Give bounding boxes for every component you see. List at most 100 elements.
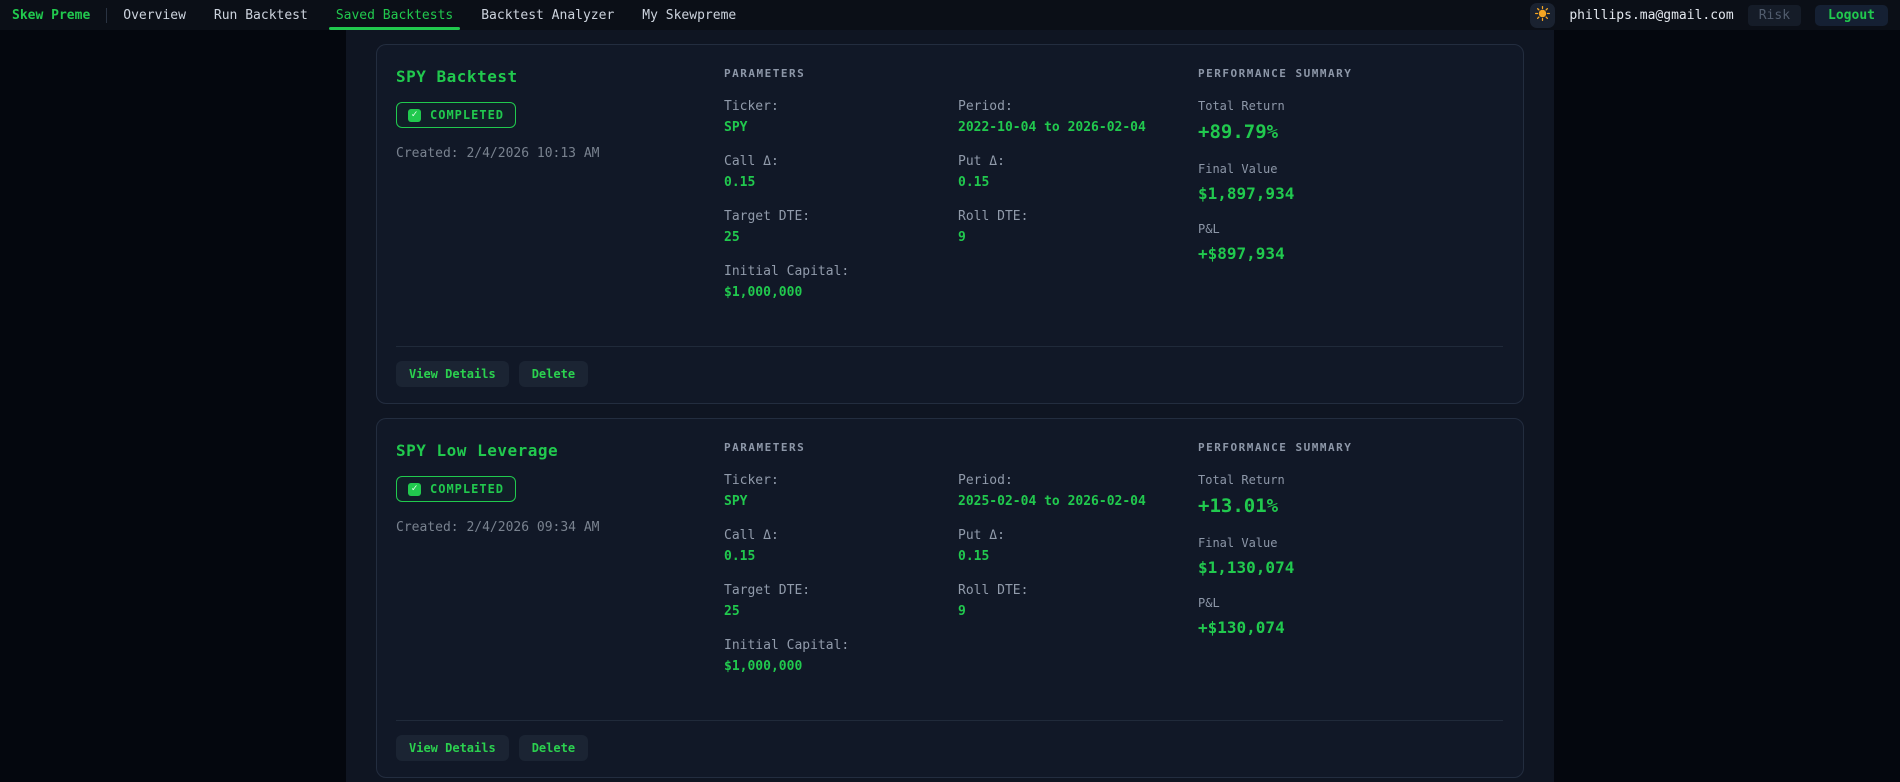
status-label: COMPLETED: [430, 108, 505, 122]
delete-button[interactable]: Delete: [518, 735, 589, 761]
param-call-delta: Call Δ: 0.15: [724, 528, 958, 564]
param-label: Call Δ:: [724, 154, 779, 169]
performance-header: PERFORMANCE SUMMARY: [1198, 441, 1353, 454]
perf-value: +89.79%: [1198, 121, 1279, 143]
param-value: 2025-02-04 to 2026-02-04: [958, 494, 1146, 509]
theme-toggle-button[interactable]: [1530, 2, 1556, 28]
param-roll-dte: Roll DTE: 9: [958, 583, 1173, 619]
backtest-title: SPY Low Leverage: [396, 441, 559, 460]
performance-header: PERFORMANCE SUMMARY: [1198, 67, 1353, 80]
card-info-column: SPY Backtest ✓ COMPLETED Created: 2/4/20…: [396, 67, 699, 161]
param-value: 0.15: [724, 549, 756, 564]
nav-item-saved-backtests[interactable]: Saved Backtests: [328, 7, 461, 30]
param-value: SPY: [724, 494, 748, 509]
param-period: Period: 2022-10-04 to 2026-02-04: [958, 99, 1173, 135]
param-value: 2022-10-04 to 2026-02-04: [958, 120, 1146, 135]
card-grid: SPY Backtest ✓ COMPLETED Created: 2/4/20…: [396, 67, 1503, 346]
logout-button[interactable]: Logout: [1815, 4, 1888, 26]
perf-label: P&L: [1198, 222, 1220, 236]
saved-backtests-page: SPY Backtest ✓ COMPLETED Created: 2/4/20…: [346, 30, 1554, 782]
perf-total-return: Total Return +13.01%: [1198, 473, 1503, 517]
delete-button[interactable]: Delete: [518, 361, 589, 387]
nav-right: phillips.ma@gmail.com Risk Logout: [1530, 2, 1888, 28]
view-details-button[interactable]: View Details: [396, 361, 509, 387]
param-label: Period:: [958, 99, 1013, 114]
parameters-grid: Ticker: SPY Period: 2022-10-04 to 2026-0…: [724, 99, 1173, 319]
param-put-delta: Put Δ: 0.15: [958, 528, 1173, 564]
perf-value: +13.01%: [1198, 495, 1279, 517]
param-label: Ticker:: [724, 473, 779, 488]
param-label: Put Δ:: [958, 154, 1005, 169]
backtest-card-spy-backtest: SPY Backtest ✓ COMPLETED Created: 2/4/20…: [376, 44, 1524, 404]
user-email: phillips.ma@gmail.com: [1569, 7, 1734, 23]
status-badge: ✓ COMPLETED: [396, 476, 517, 502]
checkbox-checked-icon: ✓: [408, 108, 421, 122]
created-timestamp: Created: 2/4/2026 10:13 AM: [396, 146, 600, 161]
param-ticker: Ticker: SPY: [724, 473, 958, 509]
card-actions: View Details Delete: [396, 720, 1503, 761]
risk-button[interactable]: Risk: [1747, 4, 1802, 26]
param-value: 9: [958, 230, 966, 245]
perf-pnl: P&L +$130,074: [1198, 596, 1503, 637]
card-grid: SPY Low Leverage ✓ COMPLETED Created: 2/…: [396, 441, 1503, 720]
param-target-dte: Target DTE: 25: [724, 209, 958, 245]
brand-logo[interactable]: Skew Preme: [12, 7, 91, 23]
param-value: 25: [724, 604, 740, 619]
param-value: $1,000,000: [724, 659, 803, 674]
param-roll-dte: Roll DTE: 9: [958, 209, 1173, 245]
backtest-title: SPY Backtest: [396, 67, 518, 86]
nav-item-my-skewpreme[interactable]: My Skewpreme: [642, 7, 737, 23]
param-value: 9: [958, 604, 966, 619]
param-ticker: Ticker: SPY: [724, 99, 958, 135]
status-badge: ✓ COMPLETED: [396, 102, 517, 128]
param-label: Ticker:: [724, 99, 779, 114]
param-label: Initial Capital:: [724, 638, 850, 653]
performance-column: PERFORMANCE SUMMARY Total Return +89.79%…: [1198, 67, 1503, 282]
sun-icon: [1535, 5, 1551, 25]
parameters-column: PARAMETERS Ticker: SPY Period: 2022-10-0…: [724, 67, 1173, 319]
view-details-button[interactable]: View Details: [396, 735, 509, 761]
perf-final-value: Final Value $1,130,074: [1198, 536, 1503, 577]
parameters-grid: Ticker: SPY Period: 2025-02-04 to 2026-0…: [724, 473, 1173, 693]
parameters-header: PARAMETERS: [724, 67, 806, 80]
perf-value: +$130,074: [1198, 618, 1285, 637]
param-initial-capital: Initial Capital: $1,000,000: [724, 638, 958, 674]
param-label: Roll DTE:: [958, 209, 1029, 224]
nav-items: Overview Run Backtest Saved Backtests Ba…: [123, 7, 737, 30]
card-info-column: SPY Low Leverage ✓ COMPLETED Created: 2/…: [396, 441, 699, 535]
param-label: Put Δ:: [958, 528, 1005, 543]
top-nav: Skew Preme Overview Run Backtest Saved B…: [0, 0, 1900, 30]
param-period: Period: 2025-02-04 to 2026-02-04: [958, 473, 1173, 509]
status-label: COMPLETED: [430, 482, 505, 496]
param-label: Call Δ:: [724, 528, 779, 543]
perf-label: Final Value: [1198, 162, 1278, 176]
param-value: 25: [724, 230, 740, 245]
nav-item-run-backtest[interactable]: Run Backtest: [213, 7, 308, 23]
parameters-header: PARAMETERS: [724, 441, 806, 454]
perf-final-value: Final Value $1,897,934: [1198, 162, 1503, 203]
nav-item-backtest-analyzer[interactable]: Backtest Analyzer: [481, 7, 615, 23]
perf-label: Total Return: [1198, 473, 1285, 487]
perf-value: +$897,934: [1198, 244, 1285, 263]
performance-column: PERFORMANCE SUMMARY Total Return +13.01%…: [1198, 441, 1503, 656]
param-target-dte: Target DTE: 25: [724, 583, 958, 619]
parameters-column: PARAMETERS Ticker: SPY Period: 2025-02-0…: [724, 441, 1173, 693]
perf-total-return: Total Return +89.79%: [1198, 99, 1503, 143]
perf-label: Final Value: [1198, 536, 1278, 550]
param-label: Initial Capital:: [724, 264, 850, 279]
card-actions: View Details Delete: [396, 346, 1503, 387]
param-label: Target DTE:: [724, 583, 811, 598]
param-label: Roll DTE:: [958, 583, 1029, 598]
param-value: 0.15: [724, 175, 756, 190]
param-value: 0.15: [958, 175, 990, 190]
param-value: $1,000,000: [724, 285, 803, 300]
param-label: Target DTE:: [724, 209, 811, 224]
param-initial-capital: Initial Capital: $1,000,000: [724, 264, 958, 300]
nav-item-overview[interactable]: Overview: [123, 7, 186, 23]
param-call-delta: Call Δ: 0.15: [724, 154, 958, 190]
param-label: Period:: [958, 473, 1013, 488]
backtest-card-spy-low-leverage: SPY Low Leverage ✓ COMPLETED Created: 2/…: [376, 418, 1524, 778]
param-put-delta: Put Δ: 0.15: [958, 154, 1173, 190]
checkbox-checked-icon: ✓: [408, 482, 421, 496]
perf-value: $1,897,934: [1198, 184, 1295, 203]
